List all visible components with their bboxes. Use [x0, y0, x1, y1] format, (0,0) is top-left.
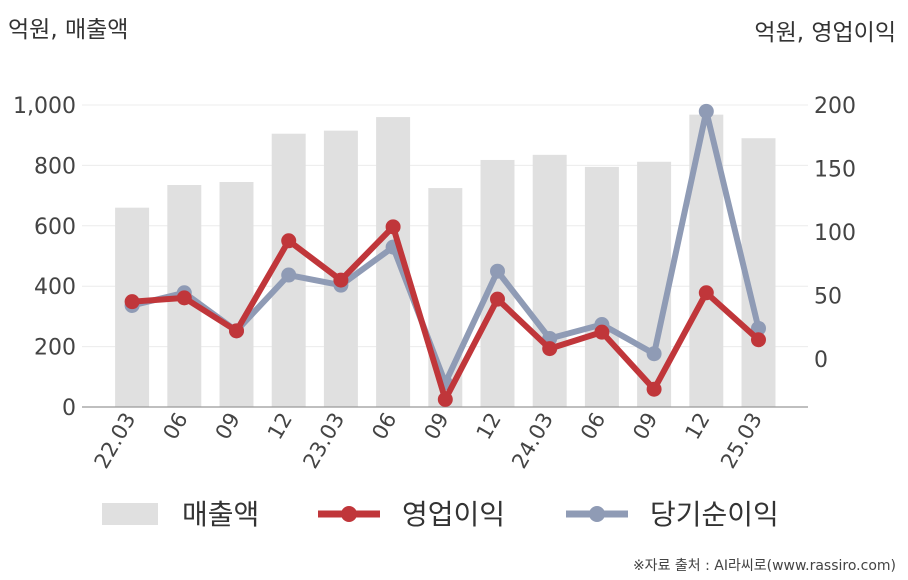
- bar-revenue: [584, 166, 619, 407]
- point-operating-profit: [542, 341, 558, 357]
- legend-label-revenue: 매출액: [182, 498, 259, 531]
- x-tick-label: 06: [576, 409, 610, 444]
- right-tick-label: 100: [814, 221, 856, 246]
- point-operating-profit: [385, 219, 401, 235]
- point-operating-profit: [698, 285, 714, 301]
- point-net-income: [646, 346, 662, 362]
- legend-swatch-revenue: [102, 503, 158, 525]
- legend: 매출액 영업이익 당기순이익: [102, 498, 779, 531]
- x-tick-label: 09: [419, 409, 453, 444]
- x-tick-label: 06: [367, 409, 401, 444]
- legend-marker-operating-profit: [341, 506, 357, 522]
- right-axis-unit: 억원, 영업이익: [754, 20, 896, 46]
- left-axis-unit: 억원, 매출액: [8, 17, 128, 43]
- right-tick-label: 0: [814, 348, 828, 373]
- left-tick-label: 1,000: [13, 94, 76, 119]
- x-tick-label: 09: [628, 409, 662, 444]
- point-operating-profit: [646, 381, 662, 397]
- point-net-income: [281, 267, 297, 283]
- left-tick-label: 600: [34, 215, 76, 240]
- bar-revenue: [219, 182, 254, 407]
- point-operating-profit: [490, 291, 505, 307]
- point-operating-profit: [437, 391, 453, 407]
- right-tick-label: 200: [814, 94, 856, 119]
- legend-label-net-income: 당기순이익: [650, 498, 779, 531]
- legend-label-operating-profit: 영업이익: [402, 498, 505, 531]
- point-net-income: [751, 320, 766, 336]
- point-operating-profit: [176, 290, 192, 306]
- x-tick-label: 12: [680, 409, 714, 444]
- left-tick-label: 400: [34, 275, 76, 300]
- x-tick-label: 22.03: [90, 409, 141, 473]
- source-note: ※자료 출처 : AI라씨로(www.rassiro.com): [633, 558, 896, 574]
- line-series: [124, 103, 766, 407]
- point-operating-profit: [751, 332, 766, 348]
- point-net-income: [490, 263, 505, 279]
- point-operating-profit: [594, 324, 610, 340]
- x-tick-label: 12: [263, 409, 297, 444]
- x-tick-label: 06: [158, 409, 192, 444]
- point-operating-profit: [281, 233, 297, 249]
- x-axis-ticks: 22.03 06 09 12 23.03 06 09 12 24.03 06 09 12 25.03: [90, 409, 767, 473]
- x-tick-label: 09: [211, 409, 245, 444]
- left-axis-ticks: 0 200 400 600 800 1,000: [13, 94, 76, 421]
- right-tick-label: 50: [814, 284, 842, 309]
- point-net-income: [698, 103, 714, 119]
- x-tick-label: 12: [472, 409, 506, 444]
- point-operating-profit: [229, 323, 244, 339]
- left-tick-label: 0: [62, 396, 76, 421]
- right-tick-label: 150: [814, 157, 856, 182]
- x-tick-label: 23.03: [298, 409, 349, 473]
- bar-revenue: [532, 154, 567, 407]
- left-tick-label: 800: [34, 154, 76, 179]
- legend-marker-net-income: [589, 506, 605, 522]
- x-tick-label: 25.03: [716, 409, 767, 473]
- left-tick-label: 200: [34, 336, 76, 361]
- point-operating-profit: [333, 272, 349, 288]
- x-tick-label: 24.03: [507, 409, 558, 473]
- right-axis-ticks: 0 50 100 150 200: [814, 94, 856, 373]
- point-operating-profit: [124, 294, 140, 310]
